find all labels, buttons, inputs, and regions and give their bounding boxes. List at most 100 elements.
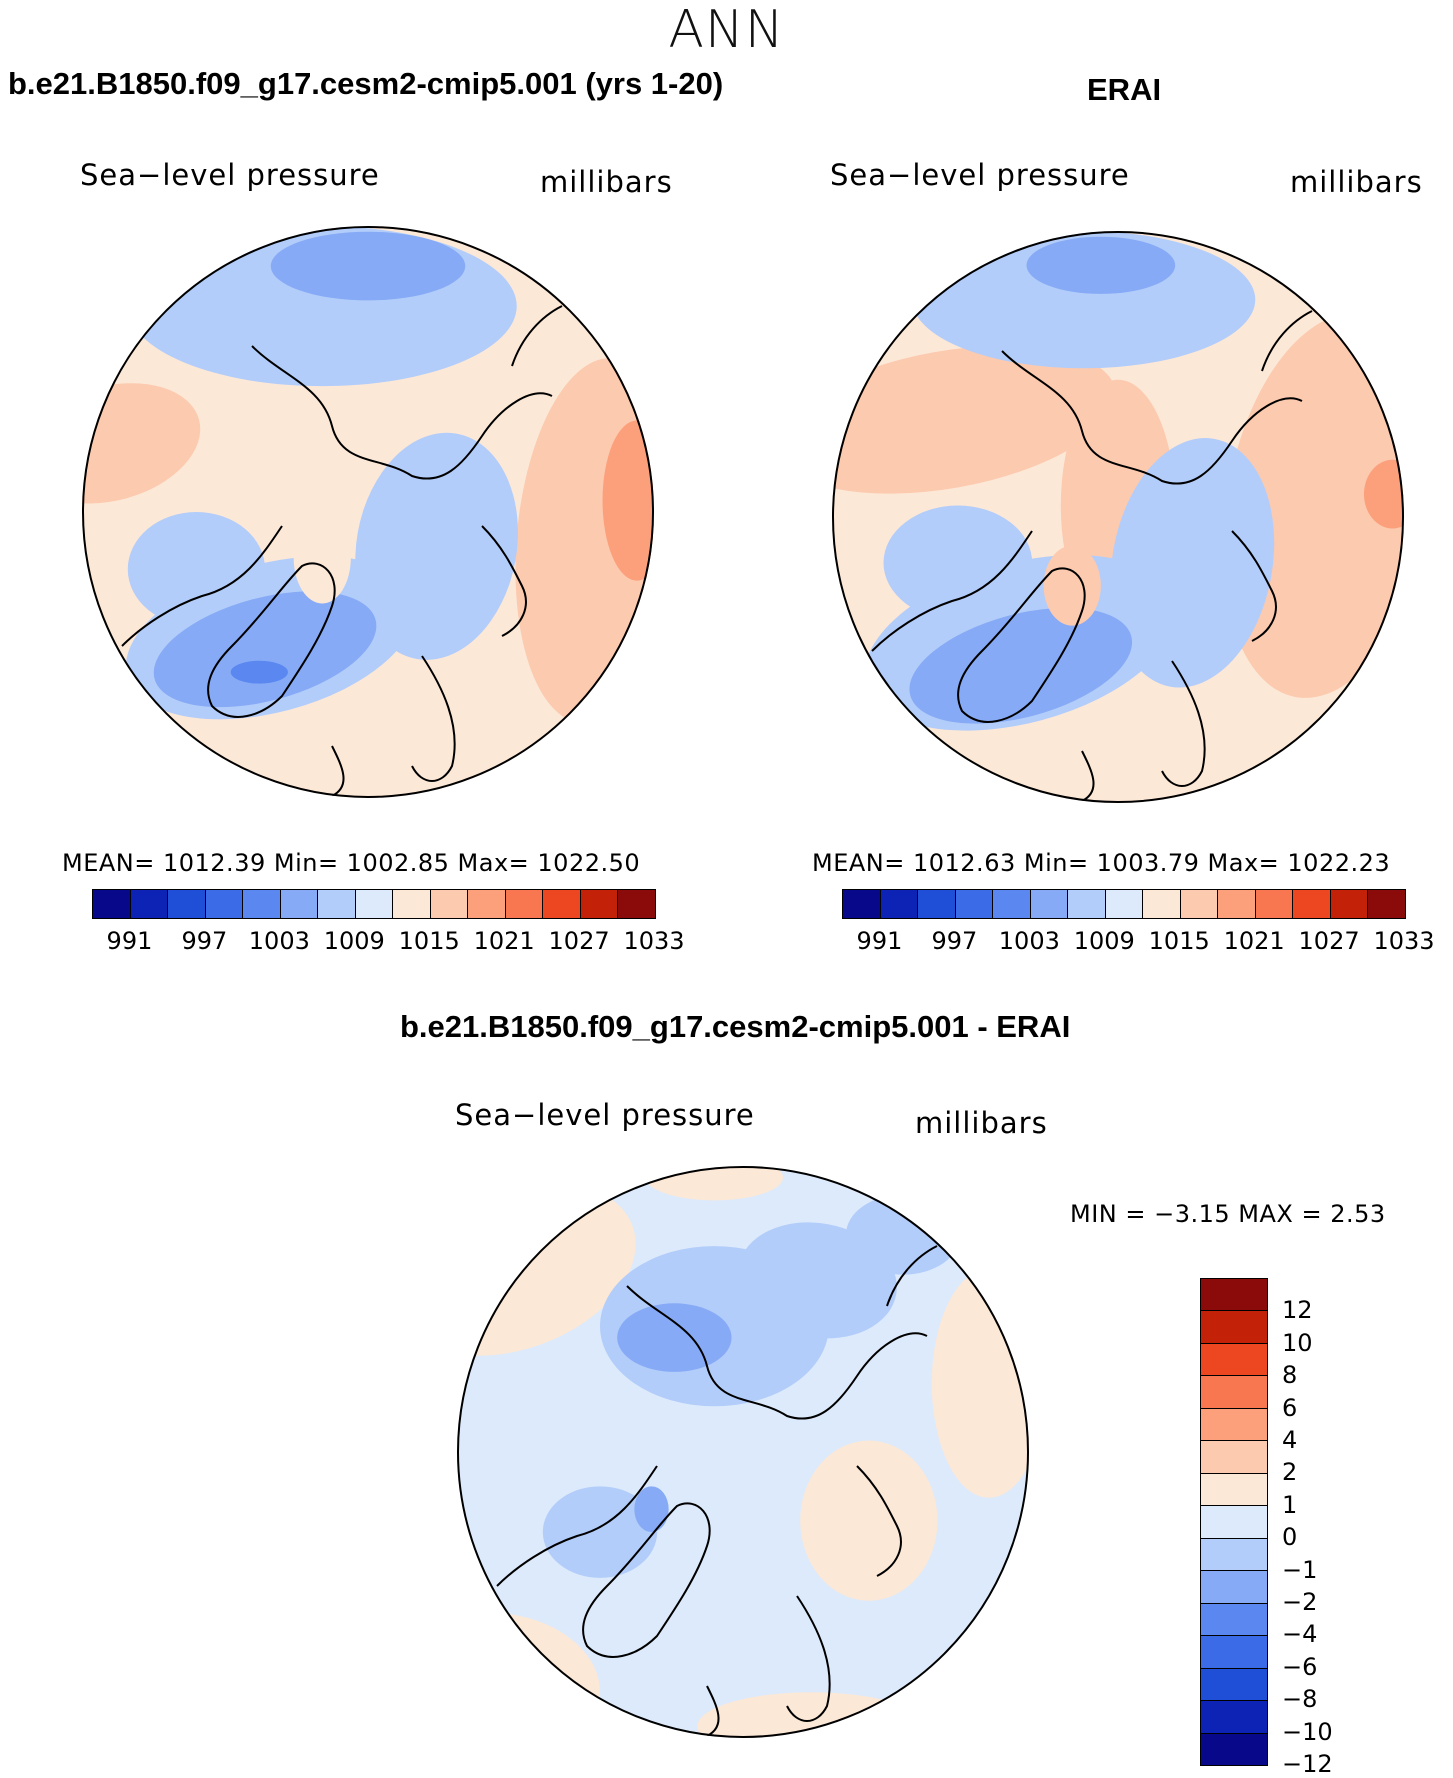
coastline: [1081, 750, 1095, 802]
map-boundary: [82, 226, 654, 798]
panel2-units: millibars: [1290, 165, 1423, 199]
colorbar-swatch: [243, 890, 281, 918]
panel2-map: [832, 231, 1404, 803]
contour-region: [909, 607, 1133, 724]
colorbar-swatch: [1218, 890, 1256, 918]
colorbar-tick-label: 1015: [398, 927, 460, 955]
colorbar-swatch: [880, 890, 919, 918]
colorbar-swatch: [543, 890, 581, 918]
colorbar-swatch: [1293, 890, 1331, 918]
panel1-map: [82, 226, 654, 798]
coastline: [957, 567, 1086, 723]
colorbar-tick-label: 991: [106, 927, 153, 955]
season-title: ANN: [668, 0, 785, 60]
panel1-colorbar: [92, 889, 656, 919]
contour-region: [457, 1612, 600, 1738]
colorbar-swatch: [1368, 890, 1405, 918]
colorbar-swatch: [580, 890, 619, 918]
contour-region: [845, 1194, 961, 1275]
colorbar-swatch: [993, 890, 1031, 918]
colorbar-swatch: [1143, 890, 1181, 918]
panel1-title: b.e21.B1850.f09_g17.cesm2-cmip5.001 (yrs…: [8, 66, 724, 101]
panel1-variable: Sea−level pressure: [80, 158, 380, 192]
contour-region: [270, 231, 466, 301]
colorbar-tick-label: 1027: [1298, 927, 1360, 955]
contour-region: [931, 1268, 1029, 1498]
colorbar-tick-label: −6: [1282, 1652, 1318, 1681]
panel3-stats: MIN = −3.15 MAX = 2.53: [1070, 1200, 1386, 1228]
colorbar-tick-label: 997: [181, 927, 228, 955]
coastline: [496, 1465, 658, 1587]
contour-region: [697, 1692, 927, 1738]
coastline: [706, 1685, 720, 1737]
coastline: [871, 530, 1033, 652]
colorbar-swatch: [1201, 1506, 1267, 1539]
colorbar-swatch: [1201, 1311, 1267, 1344]
coastline: [331, 745, 345, 797]
colorbar-tick-label: 1003: [998, 927, 1060, 955]
colorbar-tick-label: 1033: [623, 927, 685, 955]
colorbar-tick-label: 8: [1282, 1361, 1298, 1390]
panel1-stats: MEAN= 1012.39 Min= 1002.85 Max= 1022.50: [62, 849, 641, 877]
coastline: [251, 345, 553, 480]
colorbar-tick-label: 1003: [248, 927, 310, 955]
colorbar-swatch: [1201, 1701, 1267, 1734]
panel3-title: b.e21.B1850.f09_g17.cesm2-cmip5.001 - ER…: [400, 1009, 1071, 1044]
colorbar-tick-label: −1: [1282, 1555, 1318, 1584]
colorbar-swatch: [1201, 1571, 1267, 1604]
contour-region: [883, 505, 1033, 620]
colorbar-tick-label: 1: [1282, 1490, 1298, 1519]
map-boundary: [457, 1166, 1029, 1738]
contour-region: [1110, 438, 1275, 688]
contour-region: [1043, 545, 1101, 626]
colorbar-swatch: [355, 890, 394, 918]
colorbar-swatch: [1201, 1733, 1267, 1766]
coastline: [121, 525, 283, 647]
colorbar-tick-label: 1033: [1373, 927, 1435, 955]
colorbar-swatch: [505, 890, 544, 918]
contour-region: [602, 420, 654, 581]
contour-region: [617, 1303, 732, 1372]
colorbar-tick-label: 2: [1282, 1458, 1298, 1487]
panel1-units: millibars: [540, 165, 673, 199]
coastline: [582, 1502, 711, 1658]
colorbar-swatch: [955, 890, 994, 918]
map-boundary: [832, 231, 1404, 803]
coastline: [886, 1245, 938, 1307]
colorbar-swatch: [1030, 890, 1069, 918]
coastline: [626, 1285, 928, 1420]
panel3-variable: Sea−level pressure: [455, 1098, 755, 1132]
colorbar-swatch: [1201, 1538, 1267, 1572]
contour-region: [1026, 236, 1176, 294]
coastline: [1261, 310, 1313, 372]
colorbar-tick-label: 1015: [1148, 927, 1210, 955]
panel3-units: millibars: [915, 1106, 1048, 1140]
colorbar-swatch: [618, 890, 655, 918]
coastline: [207, 562, 336, 718]
colorbar-swatch: [1201, 1636, 1267, 1669]
colorbar-swatch: [1201, 1603, 1267, 1637]
contour-region: [800, 1440, 938, 1601]
colorbar-tick-label: 1009: [323, 927, 385, 955]
colorbar-swatch: [318, 890, 356, 918]
colorbar-swatch: [205, 890, 244, 918]
coastline: [481, 525, 527, 637]
coastline: [511, 305, 563, 367]
colorbar-tick-label: 6: [1282, 1393, 1298, 1422]
contour-region: [230, 660, 288, 684]
colorbar-tick-label: 1021: [1223, 927, 1285, 955]
colorbar-swatch: [1255, 890, 1294, 918]
panel2-variable: Sea−level pressure: [830, 158, 1130, 192]
colorbar-swatch: [1201, 1408, 1267, 1442]
colorbar-tick-label: −10: [1282, 1717, 1333, 1746]
coastline: [1001, 350, 1303, 485]
panel2-stats: MEAN= 1012.63 Min= 1003.79 Max= 1022.23: [812, 849, 1391, 877]
coastline: [411, 655, 456, 782]
contour-region: [127, 512, 266, 627]
colorbar-tick-label: 1021: [473, 927, 535, 955]
colorbar-swatch: [393, 890, 431, 918]
contour-region: [82, 383, 201, 504]
colorbar-swatch: [1068, 890, 1106, 918]
contour-region: [299, 406, 368, 435]
colorbar-tick-label: 997: [931, 927, 978, 955]
